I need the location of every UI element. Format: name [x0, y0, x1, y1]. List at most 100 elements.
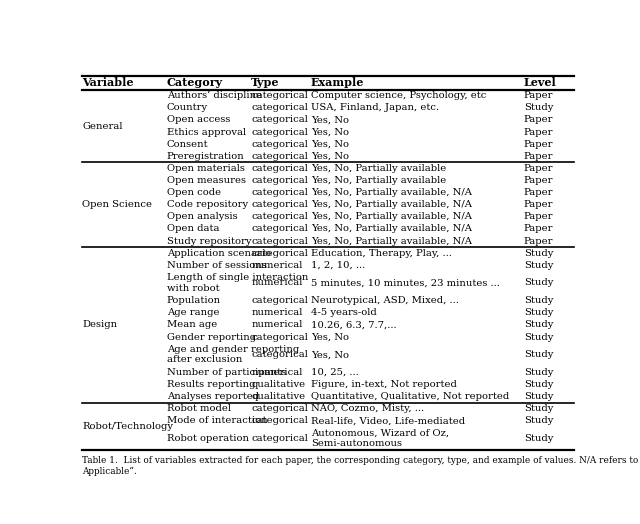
Text: Age and gender reporting
after exclusion: Age and gender reporting after exclusion [167, 345, 299, 365]
Text: categorical: categorical [251, 434, 308, 443]
Text: Open Science: Open Science [83, 200, 152, 209]
Text: Robot/Technology: Robot/Technology [83, 422, 173, 431]
Text: Study: Study [524, 351, 554, 359]
Text: Study repository: Study repository [167, 236, 252, 246]
Text: categorical: categorical [251, 224, 308, 233]
Text: Yes, No: Yes, No [310, 152, 349, 161]
Text: categorical: categorical [251, 351, 308, 359]
Text: Authors’ discipline: Authors’ discipline [167, 91, 262, 100]
Text: categorical: categorical [251, 176, 308, 185]
Text: Study: Study [524, 278, 554, 288]
Text: Age range: Age range [167, 308, 220, 318]
Text: Table 1.  List of variables extracted for each paper, the corresponding category: Table 1. List of variables extracted for… [83, 455, 640, 476]
Text: Yes, No, Partially available, N/A: Yes, No, Partially available, N/A [310, 188, 472, 197]
Text: qualitative: qualitative [251, 392, 305, 401]
Text: Yes, No: Yes, No [310, 140, 349, 149]
Text: Design: Design [83, 321, 118, 330]
Text: Study: Study [524, 248, 554, 258]
Text: Study: Study [524, 296, 554, 305]
Text: Paper: Paper [524, 91, 554, 100]
Text: Study: Study [524, 321, 554, 330]
Text: Mode of interaction: Mode of interaction [167, 417, 268, 425]
Text: Paper: Paper [524, 152, 554, 161]
Text: Yes, No, Partially available: Yes, No, Partially available [310, 176, 446, 185]
Text: 10.26, 6.3, 7.7,...: 10.26, 6.3, 7.7,... [310, 321, 396, 330]
Text: Study: Study [524, 308, 554, 318]
Text: 10, 25, ...: 10, 25, ... [310, 368, 358, 377]
Text: Paper: Paper [524, 188, 554, 197]
Text: categorical: categorical [251, 417, 308, 425]
Text: categorical: categorical [251, 103, 308, 112]
Text: 4-5 years-old: 4-5 years-old [310, 308, 376, 318]
Text: categorical: categorical [251, 91, 308, 100]
Text: Study: Study [524, 261, 554, 270]
Text: categorical: categorical [251, 333, 308, 342]
Text: Gender reporting: Gender reporting [167, 333, 256, 342]
Text: numerical: numerical [251, 321, 303, 330]
Text: Open materials: Open materials [167, 164, 244, 173]
Text: categorical: categorical [251, 127, 308, 137]
Text: Example: Example [310, 77, 364, 88]
Text: categorical: categorical [251, 200, 308, 209]
Text: Open measures: Open measures [167, 176, 246, 185]
Text: Yes, No: Yes, No [310, 127, 349, 137]
Text: 5 minutes, 10 minutes, 23 minutes ...: 5 minutes, 10 minutes, 23 minutes ... [310, 278, 499, 288]
Text: categorical: categorical [251, 188, 308, 197]
Text: qualitative: qualitative [251, 380, 305, 389]
Text: categorical: categorical [251, 296, 308, 305]
Text: Paper: Paper [524, 200, 554, 209]
Text: numerical: numerical [251, 308, 303, 318]
Text: numerical: numerical [251, 278, 303, 288]
Text: categorical: categorical [251, 115, 308, 125]
Text: Paper: Paper [524, 176, 554, 185]
Text: Application scenario: Application scenario [167, 248, 271, 258]
Text: Study: Study [524, 368, 554, 377]
Text: Yes, No: Yes, No [310, 333, 349, 342]
Text: Preregistration: Preregistration [167, 152, 244, 161]
Text: categorical: categorical [251, 236, 308, 246]
Text: Level: Level [524, 77, 557, 88]
Text: Robot model: Robot model [167, 405, 231, 413]
Text: Yes, No, Partially available, N/A: Yes, No, Partially available, N/A [310, 200, 472, 209]
Text: Study: Study [524, 380, 554, 389]
Text: Autonomous, Wizard of Oz,
Semi-autonomous: Autonomous, Wizard of Oz, Semi-autonomou… [310, 429, 449, 449]
Text: Number of sessions: Number of sessions [167, 261, 266, 270]
Text: Quantitative, Qualitative, Not reported: Quantitative, Qualitative, Not reported [310, 392, 509, 401]
Text: Number of participants: Number of participants [167, 368, 286, 377]
Text: Education, Therapy, Play, ...: Education, Therapy, Play, ... [310, 248, 451, 258]
Text: Yes, No, Partially available, N/A: Yes, No, Partially available, N/A [310, 236, 472, 246]
Text: Study: Study [524, 103, 554, 112]
Text: Paper: Paper [524, 164, 554, 173]
Text: Study: Study [524, 434, 554, 443]
Text: Yes, No: Yes, No [310, 115, 349, 125]
Text: Real-life, Video, Life-mediated: Real-life, Video, Life-mediated [310, 417, 465, 425]
Text: Yes, No, Partially available, N/A: Yes, No, Partially available, N/A [310, 212, 472, 221]
Text: Results reporting: Results reporting [167, 380, 255, 389]
Text: Paper: Paper [524, 127, 554, 137]
Text: Mean age: Mean age [167, 321, 217, 330]
Text: Study: Study [524, 405, 554, 413]
Text: Yes, No: Yes, No [310, 351, 349, 359]
Text: Neurotypical, ASD, Mixed, ...: Neurotypical, ASD, Mixed, ... [310, 296, 458, 305]
Text: Analyses reported: Analyses reported [167, 392, 259, 401]
Text: Computer science, Psychology, etc: Computer science, Psychology, etc [310, 91, 486, 100]
Text: Paper: Paper [524, 115, 554, 125]
Text: numerical: numerical [251, 368, 303, 377]
Text: Paper: Paper [524, 224, 554, 233]
Text: Paper: Paper [524, 140, 554, 149]
Text: Paper: Paper [524, 212, 554, 221]
Text: numerical: numerical [251, 261, 303, 270]
Text: Study: Study [524, 333, 554, 342]
Text: Study: Study [524, 392, 554, 401]
Text: Open access: Open access [167, 115, 230, 125]
Text: USA, Finland, Japan, etc.: USA, Finland, Japan, etc. [310, 103, 439, 112]
Text: Variable: Variable [83, 77, 134, 88]
Text: Category: Category [167, 77, 223, 88]
Text: NAO, Cozmo, Misty, ...: NAO, Cozmo, Misty, ... [310, 405, 424, 413]
Text: Country: Country [167, 103, 208, 112]
Text: Study: Study [524, 417, 554, 425]
Text: Ethics approval: Ethics approval [167, 127, 246, 137]
Text: Open analysis: Open analysis [167, 212, 237, 221]
Text: Consent: Consent [167, 140, 209, 149]
Text: Robot operation: Robot operation [167, 434, 249, 443]
